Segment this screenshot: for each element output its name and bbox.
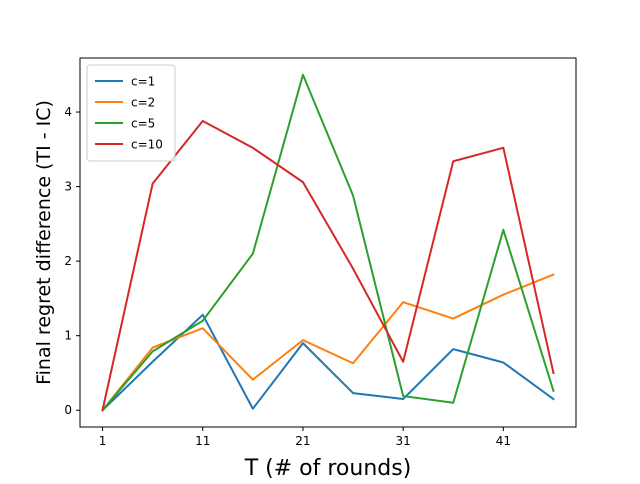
legend-label-c=10: c=10 xyxy=(131,138,163,152)
legend-label-c=2: c=2 xyxy=(131,96,155,110)
x-tick-label: 11 xyxy=(195,434,210,448)
x-tick-label: 1 xyxy=(99,434,107,448)
y-tick-label: 3 xyxy=(64,180,72,194)
y-axis-label: Final regret difference (TI - IC) xyxy=(33,100,55,385)
x-tick-label: 31 xyxy=(396,434,411,448)
x-axis-label: T (# of rounds) xyxy=(244,456,412,480)
x-tick-label: 21 xyxy=(295,434,310,448)
y-tick-label: 1 xyxy=(64,329,72,343)
legend-label-c=1: c=1 xyxy=(131,75,155,89)
legend-label-c=5: c=5 xyxy=(131,117,155,131)
legend: c=1 c=2 c=5 c=10 xyxy=(87,65,175,161)
y-tick-label: 0 xyxy=(64,403,72,417)
y-tick-label: 4 xyxy=(64,105,72,119)
x-tick-label: 41 xyxy=(496,434,511,448)
y-tick-label: 2 xyxy=(64,254,72,268)
